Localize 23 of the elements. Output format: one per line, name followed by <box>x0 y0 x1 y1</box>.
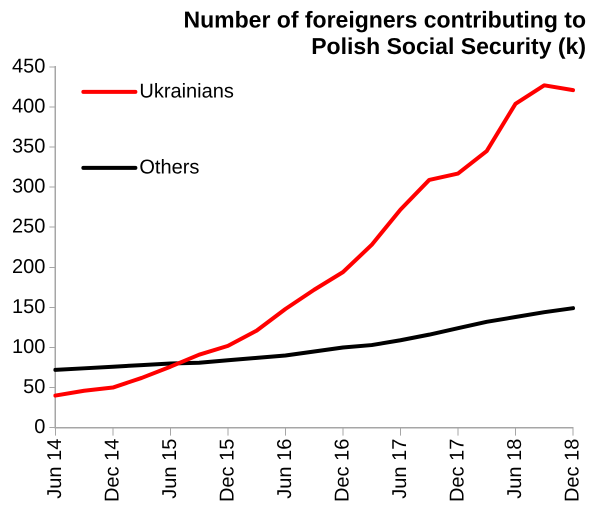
x-tick-label: Jun 17 <box>388 438 411 499</box>
legend-label: Others <box>139 156 200 178</box>
y-tick-label: 0 <box>34 416 46 438</box>
y-tick-label: 150 <box>12 296 46 318</box>
y-tick-label: 200 <box>12 256 46 278</box>
x-tick-label: Dec 17 <box>446 438 468 502</box>
x-tick-label: Jun 18 <box>504 438 526 499</box>
x-tick-label: Dec 15 <box>216 438 238 502</box>
x-tick-label: Jun 15 <box>158 438 181 499</box>
x-tick-label: Dec 18 <box>562 438 584 502</box>
chart-title: Number of foreigners contributing to Polish Social Security (k) <box>184 6 586 60</box>
x-tick-label: Dec 14 <box>101 438 124 502</box>
x-tick-label: Jun 14 <box>44 438 66 499</box>
y-tick-label: 450 <box>12 55 46 78</box>
x-tick-label: Jun 16 <box>274 438 296 499</box>
y-tick-label: 350 <box>12 136 46 158</box>
y-tick-label: 100 <box>12 336 46 358</box>
x-tick-label: Dec 16 <box>331 438 354 502</box>
legend-label: Ukrainians <box>139 80 234 102</box>
y-tick-label: 250 <box>12 216 46 238</box>
y-tick-label: 300 <box>12 176 46 198</box>
y-tick-label: 400 <box>12 95 46 118</box>
y-tick-label: 50 <box>23 376 46 398</box>
